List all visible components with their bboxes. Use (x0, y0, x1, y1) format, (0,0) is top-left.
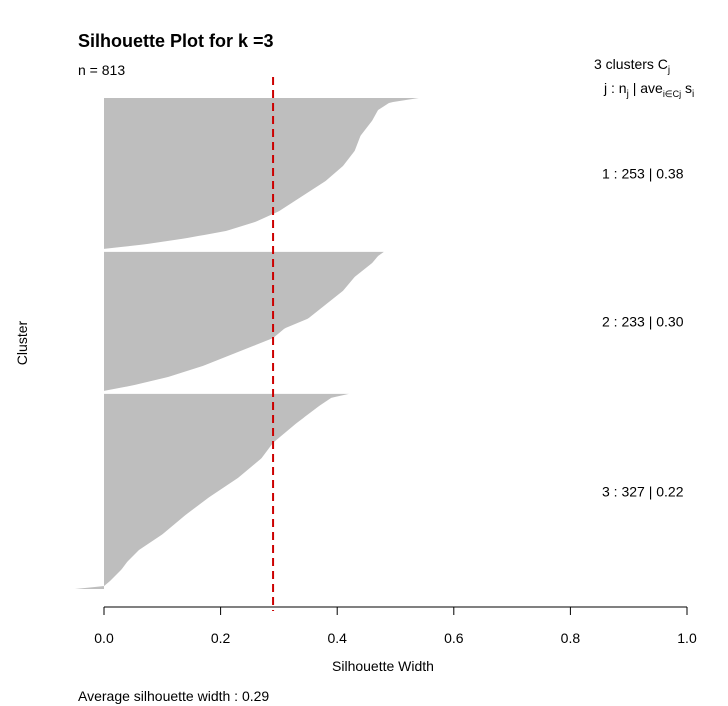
x-tick-label: 1.0 (677, 630, 697, 646)
x-axis: 0.0 0.2 0.4 0.6 0.8 1.0 (94, 606, 697, 646)
cluster-2-silhouette (104, 251, 384, 391)
x-tick-label: 0.2 (211, 630, 231, 646)
legend-columns-heading: j : nj | avei∈Cj si (603, 80, 694, 100)
cluster-2-label: 2 : 233 | 0.30 (602, 313, 684, 329)
x-tick-label: 0.4 (327, 630, 347, 646)
cluster-1-silhouette (104, 98, 419, 249)
cluster-labels: 1 : 253 | 0.38 2 : 233 | 0.30 3 : 327 | 0.… (602, 166, 684, 500)
legend-header: 3 clusters Cj j : nj | avei∈Cj si (594, 56, 694, 100)
y-axis-label: Cluster (14, 320, 30, 365)
chart-subtitle: n = 813 (78, 62, 125, 78)
x-tick-label: 0.0 (94, 630, 114, 646)
footer-average: Average silhouette width : 0.29 (78, 688, 269, 704)
cluster-1-label: 1 : 253 | 0.38 (602, 166, 684, 182)
x-tick-label: 0.8 (561, 630, 581, 646)
x-tick-label: 0.6 (444, 630, 464, 646)
x-axis-label: Silhouette Width (332, 658, 434, 674)
cluster-3-silhouette (74, 393, 349, 589)
chart-title: Silhouette Plot for k =3 (78, 31, 274, 51)
silhouette-bars (74, 98, 419, 589)
cluster-3-label: 3 : 327 | 0.22 (602, 484, 684, 500)
legend-clusters-heading: 3 clusters Cj (594, 56, 670, 76)
